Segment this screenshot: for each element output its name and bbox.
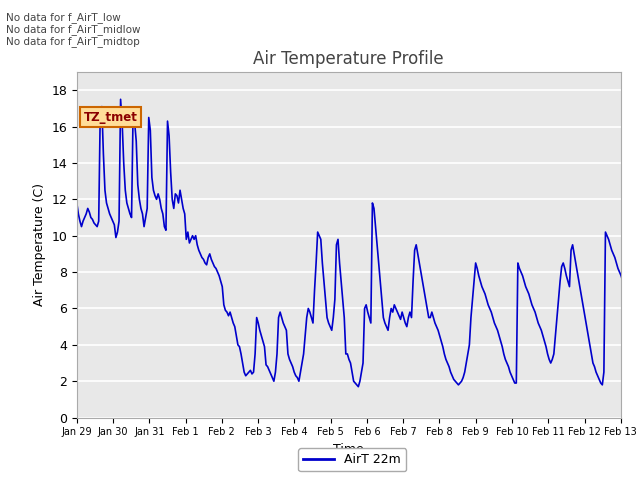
X-axis label: Time: Time — [333, 443, 364, 456]
Legend: AirT 22m: AirT 22m — [298, 448, 406, 471]
Y-axis label: Air Temperature (C): Air Temperature (C) — [33, 183, 45, 306]
Title: Air Temperature Profile: Air Temperature Profile — [253, 49, 444, 68]
Text: TZ_tmet: TZ_tmet — [84, 110, 138, 124]
Text: No data for f_AirT_midlow: No data for f_AirT_midlow — [6, 24, 141, 35]
Text: No data for f_AirT_low: No data for f_AirT_low — [6, 12, 121, 23]
Text: No data for f_AirT_midtop: No data for f_AirT_midtop — [6, 36, 140, 47]
